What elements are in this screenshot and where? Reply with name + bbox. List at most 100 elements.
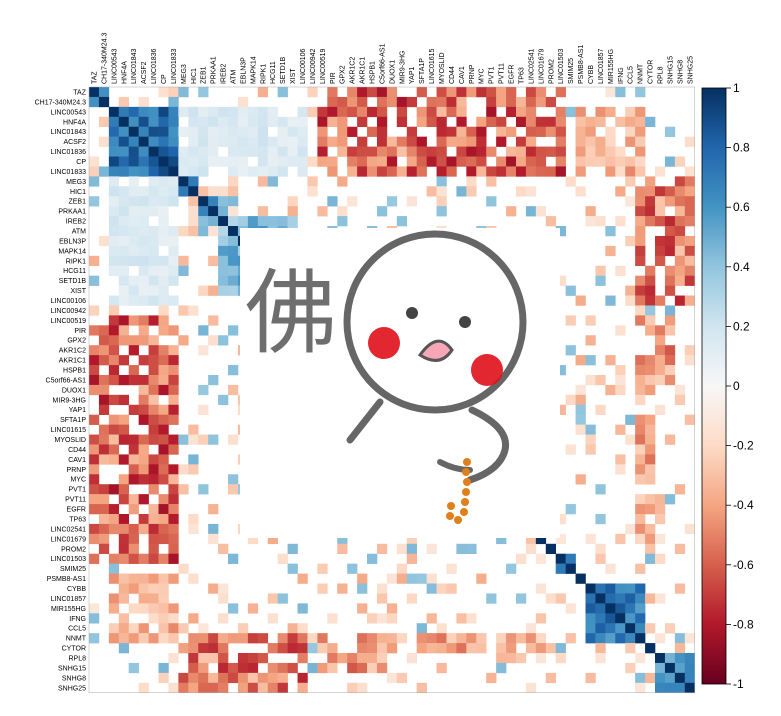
heatmap-cell [158,404,169,415]
heatmap-cell [218,672,229,684]
heatmap-cell [287,206,298,217]
heatmap-cell [347,96,358,108]
heatmap-cell [148,146,159,157]
heatmap-cell [635,87,646,98]
heatmap-cell [138,593,149,604]
heatmap-cell [98,513,110,525]
heatmap-cell [496,96,507,108]
heatmap-cell [635,136,646,147]
heatmap-cell [535,653,547,664]
heatmap-cell [555,593,566,604]
heatmap-cell [108,444,120,455]
heatmap-cell [228,106,239,118]
row-label: PRNP [67,467,87,474]
row-label: PVT11 [65,497,86,504]
heatmap-cell [595,216,606,227]
heatmap-cell [297,623,308,634]
heatmap-cell [128,454,139,465]
heatmap-cell [89,504,100,515]
heatmap-cell [565,106,576,118]
heatmap-cell [138,325,149,336]
heatmap-cell [664,315,676,326]
heatmap-cell [247,672,259,684]
row-label: MEG3 [66,179,86,186]
heatmap-cell [575,355,586,366]
heatmap-cell [535,643,547,654]
heatmap-cell [168,186,179,197]
row-label: LINC01833 [51,169,87,176]
heatmap-cell [118,315,130,326]
heatmap-cell [506,166,517,177]
heatmap-cell [148,106,159,118]
heatmap-cell [565,444,576,455]
heatmap-cell [277,662,288,674]
heatmap-cell [406,543,417,555]
heatmap-cell [605,593,616,604]
heatmap-cell [635,106,646,118]
heatmap-cell [158,523,169,535]
heatmap-cell [148,345,159,356]
heatmap-cell [148,434,159,445]
heatmap-cell [555,533,566,545]
heatmap-cell [138,444,149,455]
heatmap-cell [525,633,537,644]
heatmap-cell [436,106,447,118]
heatmap-cell [128,583,139,594]
heatmap-cell [168,682,179,694]
heatmap-cell [684,355,696,366]
heatmap-cell [585,355,596,366]
column-label: MYC [479,68,486,84]
heatmap-cell [684,166,696,177]
heatmap-cell [515,186,527,197]
heatmap-cell [645,464,656,475]
heatmap-cell [89,533,100,545]
heatmap-cell [327,116,338,128]
heatmap-cell [108,603,120,614]
heatmap-cell [635,682,646,694]
heatmap-cell [347,662,358,674]
heatmap-cell [118,126,130,137]
heatmap-cell [386,156,398,167]
heatmap-cell [198,106,209,118]
heatmap-cell [635,365,646,376]
heatmap-cell [664,186,676,197]
heatmap-cell [506,96,517,108]
heatmap-cell [228,146,239,157]
heatmap-cell [168,573,179,584]
heatmap-cell [655,216,666,227]
heatmap-cell [118,633,130,644]
heatmap-cell [208,126,219,137]
heatmap-cell [496,633,507,644]
heatmap-cell [317,146,328,157]
heatmap-cell [595,543,606,555]
column-label: AKR1C1 [360,57,367,84]
heatmap-cell [118,325,130,336]
heatmap-cell [148,186,159,197]
heatmap-cell [655,374,666,386]
heatmap-cell [208,583,219,594]
heatmap-cell [674,682,686,694]
heatmap-cell [89,345,100,356]
heatmap-cell [664,305,676,316]
heatmap-cell [128,156,139,167]
heatmap-cell [456,613,467,624]
heatmap-cell [128,166,139,177]
heatmap-cell [426,613,437,624]
heatmap-cell [148,176,159,187]
heatmap-cell [525,116,537,128]
heatmap-cell [337,116,348,128]
heatmap-cell [506,106,517,118]
heatmap-cell [496,126,507,137]
heatmap-cell [198,87,209,98]
heatmap-cell [476,87,487,98]
heatmap-cell [506,87,517,98]
heatmap-cell [118,573,130,584]
heatmap-cell [168,146,179,157]
heatmap-cell [486,96,497,108]
heatmap-cell [89,87,100,98]
heatmap-cell [674,156,686,167]
heatmap-cell [436,196,447,207]
heatmap-cell [118,523,130,535]
heatmap-cell [367,633,378,644]
heatmap-cell [357,633,368,644]
